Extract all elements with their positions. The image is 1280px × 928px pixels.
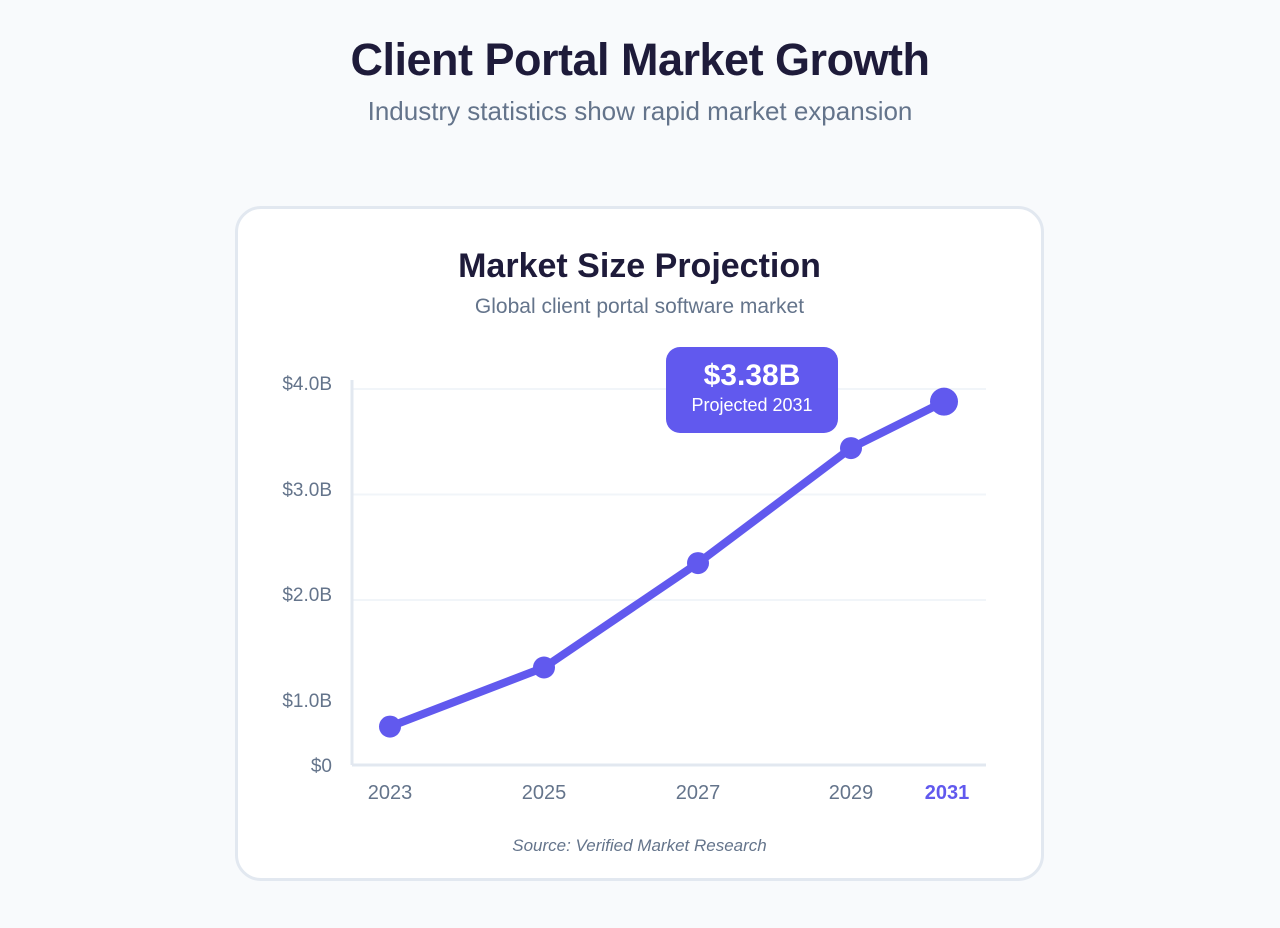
- data-point: [930, 387, 958, 416]
- data-point: [687, 552, 709, 575]
- data-point: [840, 437, 862, 460]
- chart-title: Market Size Projection: [458, 247, 821, 285]
- page-subtitle: Industry statistics show rapid market ex…: [367, 96, 913, 126]
- chart-card: Market Size Projection Global client por…: [235, 206, 1044, 881]
- y-tick-label: $3.0B: [282, 480, 332, 501]
- y-tick-label: $1.0B: [282, 691, 332, 712]
- data-point: [379, 715, 401, 738]
- x-tick-label: 2025: [522, 782, 567, 804]
- source-note: Source: Verified Market Research: [512, 836, 767, 855]
- y-tick-label: $0: [311, 756, 332, 777]
- x-tick-label: 2023: [368, 782, 413, 804]
- tooltip-label: Projected 2031: [691, 395, 813, 415]
- y-tick-label: $2.0B: [282, 585, 332, 606]
- line-chart: $0 $1.0B $2.0B $3.0B $4.0B 2023 2025 2027 2029 20…: [282, 374, 986, 804]
- x-tick-label: 2027: [676, 782, 721, 804]
- chart-subtitle: Global client portal software market: [474, 295, 805, 318]
- highlight-tooltip: $3.38B Projected 2031: [666, 347, 838, 433]
- data-point: [533, 656, 555, 679]
- y-tick-label: $4.0B: [282, 374, 332, 395]
- tooltip-value: $3.38B: [703, 359, 801, 392]
- x-tick-label: 2031: [925, 782, 970, 804]
- page-title: Client Portal Market Growth: [350, 34, 930, 85]
- x-tick-label: 2029: [829, 782, 874, 804]
